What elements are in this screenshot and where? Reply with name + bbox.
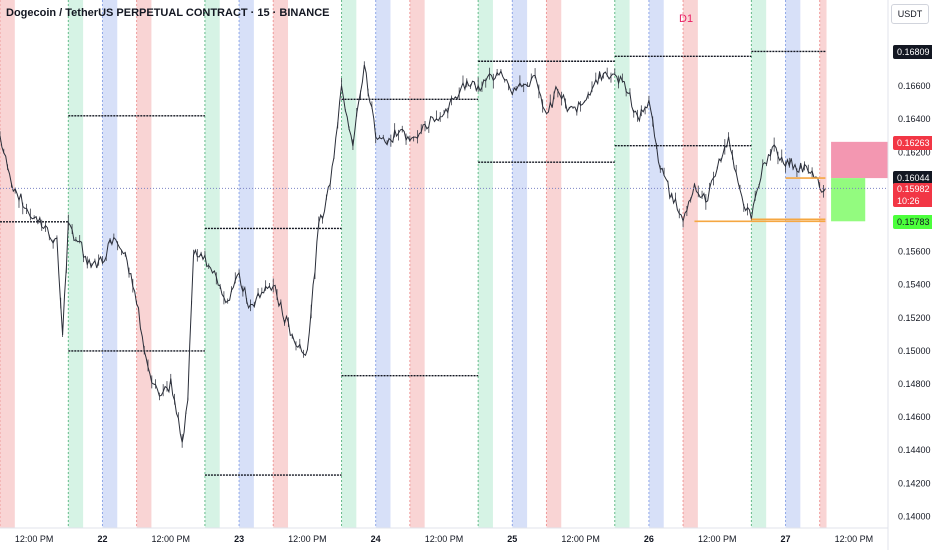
price-tag-prev-high: 0.16809 <box>893 45 932 59</box>
session-band-18 <box>819 0 827 528</box>
price-tag-current: 0.15982 10:26 <box>893 183 932 207</box>
y-axis-ticks: 0.166000.164000.162000.160000.158000.156… <box>898 81 931 521</box>
chart-title: Dogecoin / TetherUS PERPETUAL CONTRACT ·… <box>6 7 330 19</box>
y-tick-label: 0.14000 <box>898 511 931 521</box>
y-tick-label: 0.14800 <box>898 379 931 389</box>
x-tick-label: 27 <box>781 534 791 544</box>
y-tick-label: 0.14400 <box>898 445 931 455</box>
price-line <box>0 64 826 443</box>
y-tick-label: 0.15200 <box>898 313 931 323</box>
y-tick-label: 0.16600 <box>898 81 931 91</box>
sell-zone <box>831 141 888 179</box>
trade-zones <box>831 141 888 222</box>
y-tick-label: 0.14200 <box>898 478 931 488</box>
x-tick-label: 22 <box>97 534 107 544</box>
daily-levels <box>0 50 826 476</box>
price-tag-zone-mid: 0.16044 <box>893 171 932 185</box>
currency-selector[interactable]: USDT <box>891 4 929 24</box>
x-tick-label: 12:00 PM <box>425 534 464 544</box>
y-tick-label: 0.15400 <box>898 280 931 290</box>
session-band-8 <box>375 0 391 528</box>
y-tick-label: 0.16400 <box>898 114 931 124</box>
x-tick-label: 23 <box>234 534 244 544</box>
session-band-6 <box>273 0 289 528</box>
session-band-0 <box>0 0 15 528</box>
d1-annotation: D1 <box>679 13 693 25</box>
session-band-9 <box>409 0 425 528</box>
x-tick-label: 24 <box>371 534 381 544</box>
x-axis-ticks: 12:00 PM 22 12:00 PM 23 12:00 PM 24 12:00 PM 25… <box>15 534 873 544</box>
price-series <box>0 61 826 448</box>
session-band-7 <box>341 0 357 528</box>
y-tick-label: 0.14600 <box>898 412 931 422</box>
buy-zone <box>831 178 866 222</box>
session-band-5 <box>239 0 254 528</box>
orange-levels <box>694 177 826 223</box>
session-band-2 <box>102 0 118 528</box>
price-tag-zone-top: 0.16263 <box>893 136 932 150</box>
x-tick-label: 12:00 PM <box>288 534 327 544</box>
x-tick-label: 12:00 PM <box>15 534 54 544</box>
y-tick-label: 0.15000 <box>898 346 931 356</box>
x-tick-label: 26 <box>644 534 654 544</box>
session-band-11 <box>512 0 528 528</box>
x-tick-label: 12:00 PM <box>561 534 600 544</box>
session-band-17 <box>785 0 801 528</box>
x-tick-label: 12:00 PM <box>698 534 737 544</box>
y-tick-label: 0.15600 <box>898 247 931 257</box>
y-tick-label: 0.16200 <box>898 147 931 157</box>
session-band-12 <box>546 0 562 528</box>
session-band-4 <box>204 0 220 528</box>
session-band-10 <box>478 0 493 528</box>
session-band-16 <box>751 0 767 528</box>
x-tick-label: 12:00 PM <box>835 534 874 544</box>
x-tick-label: 12:00 PM <box>152 534 191 544</box>
session-band-15 <box>683 0 698 528</box>
session-bands <box>0 0 827 528</box>
session-band-3 <box>136 0 152 528</box>
current-price-value: 0.15982 <box>897 184 930 194</box>
x-tick-label: 25 <box>507 534 517 544</box>
session-band-1 <box>68 0 84 528</box>
session-band-13 <box>614 0 630 528</box>
candle-countdown: 10:26 <box>897 196 920 206</box>
price-tag-zone-bottom: 0.15783 <box>893 215 932 229</box>
session-band-14 <box>648 0 664 528</box>
